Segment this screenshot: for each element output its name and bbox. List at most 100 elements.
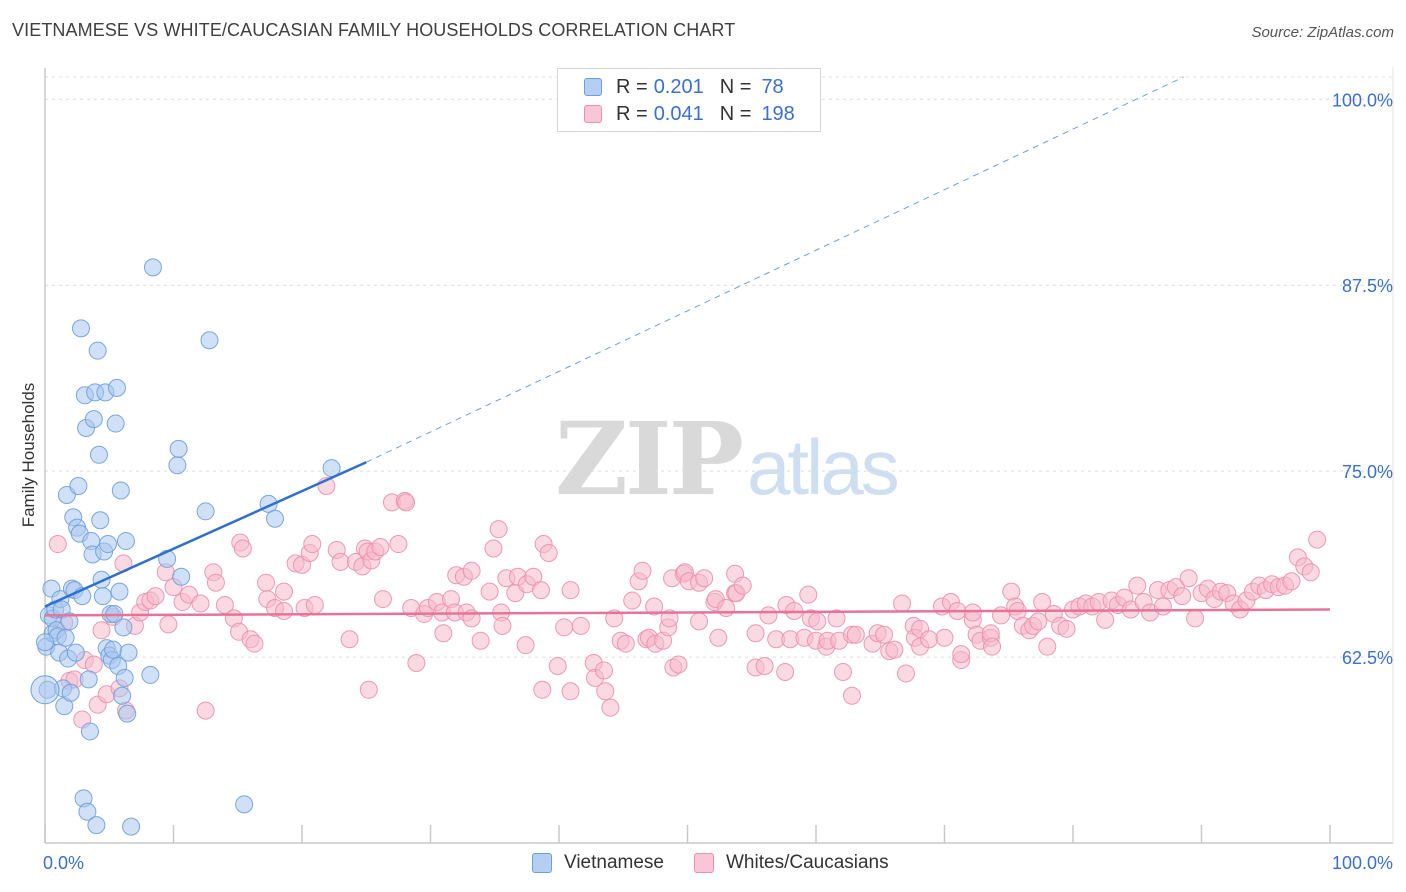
- point-whites-caucasians: [373, 590, 392, 609]
- point-whites-caucasians: [1308, 530, 1327, 549]
- watermark-atlas: atlas: [746, 423, 900, 511]
- legend-r-label: R =: [616, 102, 648, 125]
- legend-n-value: 78: [761, 75, 784, 98]
- legend-label-whites: Whites/Caucasians: [726, 852, 889, 873]
- point-whites-caucasians: [305, 596, 324, 615]
- point-whites-caucasians: [596, 682, 615, 701]
- point-vietnamese: [113, 686, 132, 705]
- point-whites-caucasians: [397, 493, 416, 512]
- point-whites-caucasians: [1179, 569, 1198, 588]
- point-whites-caucasians: [709, 628, 728, 647]
- point-whites-caucasians: [539, 543, 558, 562]
- point-whites-caucasians: [359, 680, 378, 699]
- point-whites-caucasians: [669, 655, 688, 674]
- point-vietnamese: [79, 670, 98, 689]
- point-whites-caucasians: [484, 539, 503, 558]
- watermark: ZIPatlas: [555, 400, 900, 518]
- legend-n-value: 198: [761, 102, 795, 125]
- point-whites-caucasians: [808, 612, 827, 631]
- point-whites-caucasians: [532, 581, 551, 600]
- correlation-legend: R = 0.201 N = 78 R = 0.041 N = 198: [557, 68, 821, 132]
- point-vietnamese: [98, 535, 117, 554]
- point-vietnamese: [106, 414, 125, 433]
- point-whites-caucasians: [875, 625, 894, 644]
- point-whites-caucasians: [191, 594, 210, 613]
- y-tick-label: 100.0%: [1332, 90, 1393, 110]
- point-whites-caucasians: [1029, 612, 1048, 631]
- point-vietnamese: [78, 802, 97, 821]
- point-vietnamese: [141, 665, 160, 684]
- point-whites-caucasians: [1057, 619, 1076, 638]
- point-whites-caucasians: [548, 657, 567, 676]
- point-vietnamese: [196, 502, 215, 521]
- point-vietnamese: [122, 817, 141, 836]
- point-vietnamese: [200, 331, 219, 350]
- chart-title: VIETNAMESE VS WHITE/CAUCASIAN FAMILY HOU…: [12, 20, 736, 40]
- point-whites-caucasians: [1173, 587, 1192, 606]
- point-whites-caucasians: [196, 701, 215, 720]
- point-whites-caucasians: [434, 624, 453, 643]
- x-tick-label: 100.0%: [1332, 853, 1393, 873]
- point-whites-caucasians: [746, 624, 765, 643]
- point-whites-caucasians: [893, 594, 912, 613]
- point-vietnamese: [30, 675, 60, 705]
- point-whites-caucasians: [759, 606, 778, 625]
- point-whites-caucasians: [1038, 637, 1057, 656]
- point-whites-caucasians: [1096, 610, 1115, 629]
- point-whites-caucasians: [717, 598, 736, 617]
- point-whites-caucasians: [920, 630, 939, 649]
- point-vietnamese: [143, 258, 162, 277]
- point-whites-caucasians: [605, 609, 624, 628]
- legend-swatch-blue: [532, 853, 552, 873]
- point-vietnamese: [93, 587, 112, 606]
- point-vietnamese: [107, 378, 126, 397]
- legend-swatch-blue: [584, 78, 602, 96]
- point-whites-caucasians: [935, 628, 954, 647]
- point-whites-caucasians: [616, 634, 635, 653]
- trend-lines: [44, 76, 1331, 617]
- point-whites-caucasians: [842, 686, 861, 705]
- point-whites-caucasians: [571, 616, 590, 635]
- point-whites-caucasians: [407, 654, 426, 673]
- point-whites-caucasians: [561, 581, 580, 600]
- point-whites-caucasians: [493, 616, 512, 635]
- series-vietnamese: [30, 258, 341, 836]
- y-tick-label: 75.0%: [1342, 462, 1393, 482]
- point-whites-caucasians: [1002, 582, 1021, 601]
- point-vietnamese: [119, 643, 138, 662]
- point-vietnamese: [118, 704, 137, 723]
- point-whites-caucasians: [690, 612, 709, 631]
- point-whites-caucasians: [159, 615, 178, 634]
- chart-source: Source: ZipAtlas.com: [1251, 24, 1394, 41]
- point-whites-caucasians: [733, 576, 752, 595]
- point-whites-caucasians: [799, 585, 818, 604]
- legend-swatch-pink: [584, 105, 602, 123]
- point-vietnamese: [111, 481, 130, 500]
- point-vietnamese: [66, 643, 85, 662]
- point-whites-caucasians: [885, 640, 904, 659]
- point-whites-caucasians: [533, 680, 552, 699]
- point-whites-caucasians: [389, 535, 408, 554]
- point-vietnamese: [266, 509, 285, 528]
- point-whites-caucasians: [1186, 609, 1205, 628]
- point-whites-caucasians: [594, 661, 613, 680]
- series-whites-caucasians: [48, 477, 1327, 729]
- legend-row-whites: R = 0.041 N = 198: [584, 101, 795, 127]
- point-whites-caucasians: [303, 535, 322, 554]
- legend-label-vietnamese: Vietnamese: [564, 852, 664, 873]
- series-legend: Vietnamese Whites/Caucasians: [532, 852, 919, 874]
- point-vietnamese: [69, 477, 88, 496]
- point-whites-caucasians: [206, 573, 225, 592]
- y-tick-label: 62.5%: [1342, 648, 1393, 668]
- point-whites-caucasians: [633, 561, 652, 580]
- point-whites-caucasians: [331, 552, 350, 571]
- point-whites-caucasians: [896, 664, 915, 683]
- x-tick-label: 0.0%: [43, 853, 84, 873]
- point-whites-caucasians: [48, 535, 67, 554]
- point-whites-caucasians: [846, 625, 865, 644]
- trend-line-vietnamese: [44, 461, 367, 608]
- point-vietnamese: [235, 795, 254, 814]
- point-whites-caucasians: [489, 520, 508, 539]
- legend-r-value: 0.041: [653, 102, 704, 125]
